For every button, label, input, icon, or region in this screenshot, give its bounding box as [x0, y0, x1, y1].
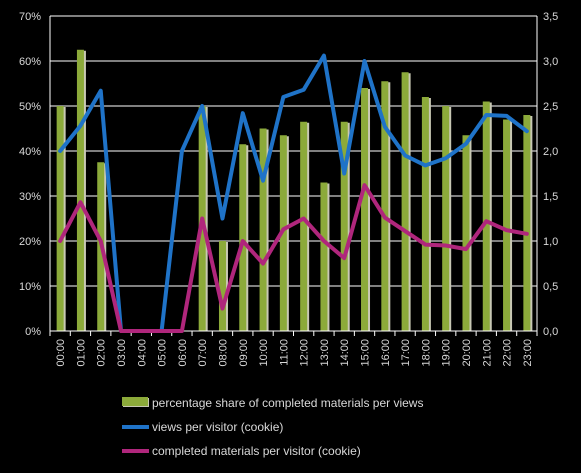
bar — [442, 106, 450, 331]
legend-label: percentage share of completed materials … — [152, 396, 423, 410]
y-left-tick-label: 50% — [19, 101, 41, 113]
bar — [503, 119, 511, 331]
x-tick-label: 10:00 — [258, 339, 270, 367]
bar — [462, 135, 470, 331]
x-tick-label: 02:00 — [96, 339, 108, 367]
y-left-tick-label: 20% — [19, 236, 41, 248]
bar — [421, 97, 429, 331]
x-tick-label: 01:00 — [75, 339, 87, 367]
x-tick-label: 11:00 — [278, 339, 290, 366]
legend-swatch-bar — [122, 397, 148, 406]
x-tick-label: 20:00 — [461, 339, 473, 367]
x-tick-label: 03:00 — [116, 339, 128, 367]
series-line — [58, 53, 529, 333]
x-tick-label: 14:00 — [339, 339, 351, 367]
x-tick-label: 21:00 — [481, 339, 493, 367]
x-tick-label: 23:00 — [522, 339, 534, 367]
x-tick-label: 13:00 — [319, 339, 331, 367]
y-left-tick-label: 30% — [19, 191, 41, 203]
bar — [239, 144, 247, 331]
series-line — [58, 183, 529, 333]
x-tick-label: 09:00 — [238, 339, 250, 367]
bar — [401, 72, 409, 331]
y-left-tick-label: 0% — [25, 326, 41, 338]
x-tick-label: 07:00 — [197, 339, 209, 367]
bar — [340, 121, 348, 331]
x-tick-label: 04:00 — [136, 339, 148, 367]
y-right-tick-label: 0,0 — [543, 326, 558, 338]
x-tick-label: 16:00 — [380, 339, 392, 367]
bar — [76, 49, 84, 331]
bar — [320, 182, 328, 331]
x-tick-label: 18:00 — [420, 339, 432, 367]
x-tick-label: 22:00 — [502, 339, 514, 367]
x-tick-label: 15:00 — [360, 339, 372, 367]
x-tick-label: 00:00 — [55, 339, 67, 367]
y-right-tick-label: 3,0 — [543, 56, 558, 68]
bar — [381, 81, 389, 331]
x-tick-label: 19:00 — [441, 339, 453, 367]
y-right-tick-label: 0,5 — [543, 281, 558, 293]
y-right-tick-label: 1,5 — [543, 191, 558, 203]
y-right-tick-label: 2,5 — [543, 101, 558, 113]
legend-label: completed materials per visitor (cookie) — [152, 444, 361, 458]
legend-label: views per visitor (cookie) — [152, 420, 283, 434]
x-tick-label: 05:00 — [157, 339, 169, 367]
bar — [259, 128, 267, 331]
y-left-tick-label: 70% — [19, 11, 41, 23]
x-tick-label: 17:00 — [400, 339, 412, 367]
y-left-tick-label: 60% — [19, 56, 41, 68]
x-tick-label: 06:00 — [177, 339, 189, 367]
x-tick-label: 08:00 — [217, 339, 229, 367]
y-left-tick-label: 10% — [19, 281, 41, 293]
bar — [218, 241, 226, 331]
y-left-tick-label: 40% — [19, 146, 41, 158]
bar — [56, 106, 64, 331]
bar — [523, 115, 531, 331]
bar — [300, 121, 308, 331]
y-right-tick-label: 1,0 — [543, 236, 558, 248]
y-right-tick-label: 2,0 — [543, 146, 558, 158]
y-right-tick-label: 3,5 — [543, 11, 558, 23]
x-tick-label: 12:00 — [299, 339, 311, 367]
bar — [482, 101, 490, 331]
bar — [361, 88, 369, 331]
